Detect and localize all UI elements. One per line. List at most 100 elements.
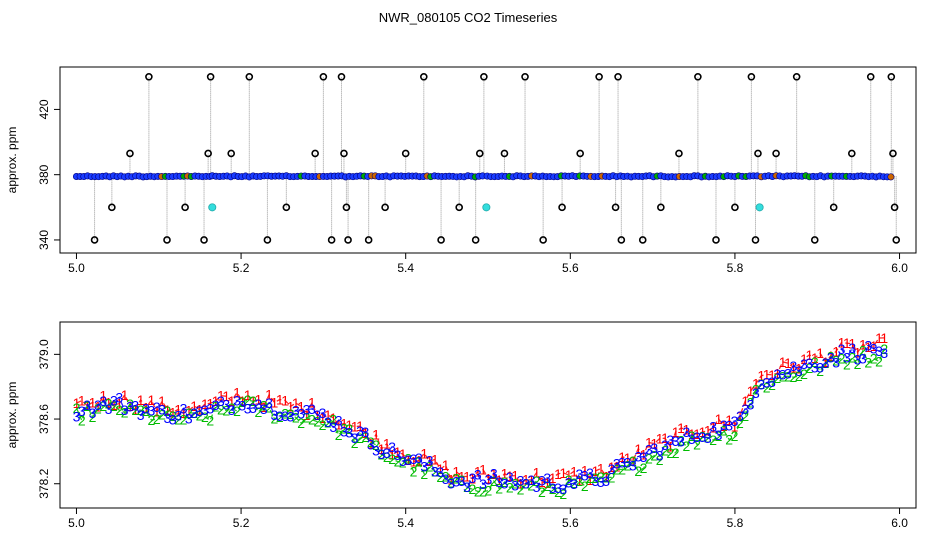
outlier-point (90, 236, 99, 244)
series-marker: 3 (506, 469, 514, 485)
series-marker: 3 (538, 473, 546, 489)
outlier-point (337, 72, 346, 81)
series-marker: 1 (650, 435, 658, 451)
series-marker: 3 (142, 400, 150, 416)
calibration-point (482, 203, 491, 212)
series-marker: 3 (474, 467, 482, 483)
series-marker: 3 (725, 418, 733, 434)
outlier-point (772, 149, 780, 158)
series-marker: 3 (105, 401, 113, 417)
series-marker: 3 (838, 341, 846, 357)
series-marker: 3 (196, 403, 204, 419)
series-marker: 2 (351, 435, 359, 451)
series-marker: 3 (533, 479, 541, 495)
outlier-point (327, 236, 336, 244)
y-tick-label: 380 (37, 164, 51, 184)
outlier-point (539, 236, 547, 244)
outlier-point (892, 236, 901, 244)
series-marker: 2 (763, 380, 771, 396)
series-marker: 1 (169, 404, 177, 420)
series-marker: 2 (271, 411, 279, 427)
series-marker: 3 (629, 458, 637, 474)
series-marker: 2 (356, 430, 364, 446)
series-marker: 3 (174, 408, 182, 424)
series-marker: 1 (190, 398, 198, 414)
series-marker: 1 (164, 402, 172, 418)
series-marker: 2 (212, 399, 220, 415)
series-marker: 3 (212, 397, 220, 413)
series-marker: 2 (458, 472, 466, 488)
x-tick-label: 5.0 (68, 261, 85, 275)
series-marker: 3 (351, 430, 359, 446)
series-marker: 2 (164, 403, 172, 419)
bottom-panel: 1111111111111111111111111111111111111111… (5, 321, 917, 530)
series-marker: 3 (832, 354, 840, 370)
series-marker: 2 (110, 398, 118, 414)
series-marker: 2 (73, 400, 81, 416)
series-marker: 1 (533, 465, 541, 481)
series-marker: 2 (447, 475, 455, 491)
series-marker: 3 (356, 423, 364, 439)
series-marker: 3 (752, 385, 760, 401)
series-marker: 2 (383, 449, 391, 465)
series-marker: 3 (271, 407, 279, 423)
series-marker: 2 (736, 415, 744, 431)
series-marker: 1 (549, 470, 557, 486)
series-marker: 2 (784, 368, 792, 384)
series-marker: 3 (479, 476, 487, 492)
series-marker: 2 (592, 470, 600, 486)
outlier-point (471, 236, 480, 244)
series-marker: 2 (495, 480, 503, 496)
series-marker: 3 (206, 400, 214, 416)
outlier-point (480, 72, 488, 81)
series-marker: 1 (816, 345, 824, 361)
series-marker: 3 (158, 401, 166, 417)
series-marker: 1 (773, 365, 781, 381)
series-marker: 1 (624, 450, 632, 466)
outlier-point (754, 149, 762, 158)
series-marker: 1 (153, 403, 161, 419)
series-marker: 3 (624, 454, 632, 470)
series-marker: 1 (217, 388, 225, 404)
series-marker: 1 (485, 470, 493, 486)
series-marker: 3 (592, 473, 600, 489)
series-marker: 1 (147, 392, 155, 408)
series-marker: 2 (329, 412, 337, 428)
series-marker: 2 (463, 479, 471, 495)
series-marker: 1 (335, 417, 343, 433)
series-marker: 2 (613, 461, 621, 477)
outlier-point (847, 149, 856, 158)
y-tick-label: 379.0 (37, 339, 51, 369)
series-marker: 1 (238, 393, 246, 409)
series-marker: 3 (618, 454, 626, 470)
series-marker: 1 (688, 426, 696, 442)
outlier-point (401, 149, 410, 158)
outlier-point (675, 149, 683, 158)
outlier-point (657, 203, 665, 212)
series-marker: 3 (276, 408, 284, 424)
series-marker: 3 (549, 480, 557, 496)
series-marker: 1 (570, 463, 578, 479)
series-marker: 3 (880, 345, 888, 361)
series-marker: 3 (827, 350, 835, 366)
series-marker: 3 (602, 473, 610, 489)
series-marker: 2 (634, 463, 642, 479)
series-marker: 2 (292, 409, 300, 425)
series-marker: 3 (811, 359, 819, 375)
series-marker: 2 (768, 377, 776, 393)
series-marker: 1 (666, 439, 674, 455)
series-marker: 1 (105, 395, 113, 411)
outlier-point (889, 149, 897, 158)
series-marker: 1 (656, 431, 664, 447)
series-marker: 1 (110, 397, 118, 413)
outlier-point (437, 236, 445, 244)
series-marker: 2 (297, 415, 305, 431)
series-marker: 3 (661, 437, 669, 453)
series-marker: 2 (527, 478, 535, 494)
series-marker: 1 (747, 383, 755, 399)
bottom-ylabel: approx. ppm (5, 382, 19, 449)
series-marker: 2 (99, 398, 107, 414)
series-marker: 2 (789, 369, 797, 385)
series-marker: 1 (522, 472, 530, 488)
series-marker: 3 (715, 427, 723, 443)
